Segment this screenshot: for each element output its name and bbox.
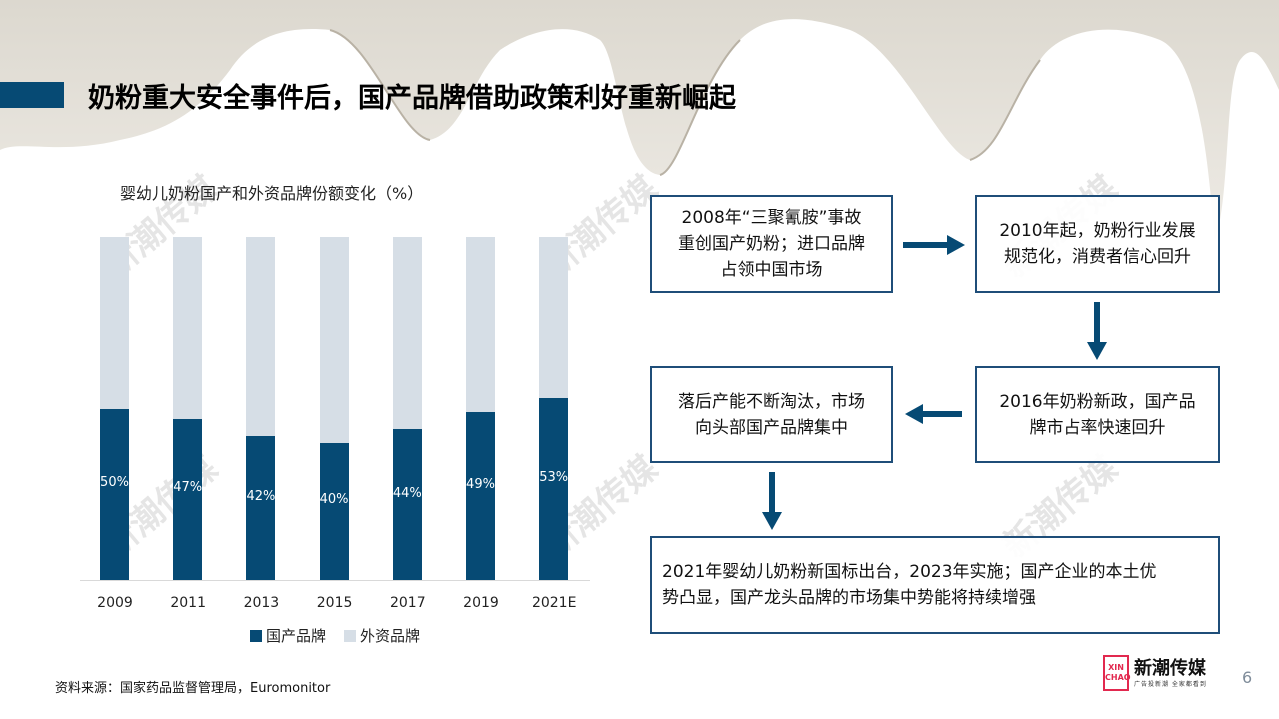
x-tick-label: 2017	[389, 595, 426, 611]
legend-label: 外资品牌	[360, 627, 421, 645]
bar-segment-domestic: 42%	[246, 435, 276, 580]
flow-box-2010: 2010年起，奶粉行业发展 规范化，消费者信心回升	[975, 195, 1220, 293]
data-label: 53%	[539, 470, 569, 486]
plot-area: 50% 47% 42% 40% 44% 49% 53%	[80, 237, 590, 580]
x-tick-label: 2009	[97, 595, 133, 611]
bar-segment-foreign	[392, 237, 422, 430]
arrow-left-icon	[905, 404, 962, 424]
bar-segment-foreign	[173, 237, 203, 419]
legend-item-foreign: 外资品牌	[344, 625, 420, 646]
data-label: 47%	[173, 480, 203, 496]
arrow-down-icon	[762, 472, 782, 530]
logo-badge-text: XIN	[1108, 663, 1124, 672]
milk-drip-background	[0, 0, 1279, 240]
bar-segment-domestic: 47%	[173, 418, 203, 580]
bar-segment-domestic: 53%	[539, 398, 569, 580]
legend-swatch-foreign	[344, 629, 357, 642]
logo-badge-text: CHAO	[1105, 673, 1131, 682]
brand-logo: XIN CHAO 新潮传媒 广告投新潮 全家都看到	[1103, 655, 1207, 691]
flow-box-consolidation: 落后产能不断淘汰，市场 向头部国产品牌集中	[650, 366, 893, 463]
bar-segment-domestic: 50%	[100, 408, 129, 580]
title-accent-bar	[0, 82, 64, 108]
flow-text: 落后产能不断淘汰，市场	[678, 391, 865, 412]
bar-segment-foreign	[319, 237, 349, 443]
flow-text: 势凸显，国产龙头品牌的市场集中势能将持续增强	[662, 588, 1036, 608]
data-label: 50%	[100, 475, 129, 491]
bar-2017: 44%	[392, 237, 422, 580]
source-note: 资料来源：国家药品监督管理局，Euromonitor	[55, 681, 331, 696]
flow-box-2008: 2008年“三聚氰胺”事故 重创国产奶粉；进口品牌 占领中国市场	[650, 195, 893, 293]
flow-text: 规范化，消费者信心回升	[1003, 247, 1191, 267]
bar-segment-domestic: 40%	[319, 442, 349, 580]
legend-swatch-domestic	[250, 629, 262, 642]
flow-box-2016: 2016年奶粉新政，国产品 牌市占率快速回升	[975, 366, 1220, 463]
stacked-bar-chart: 50% 47% 42% 40% 44% 49% 53% 2009 2011 2013 2015 20…	[80, 220, 600, 660]
arrow-right-icon	[903, 235, 965, 255]
flow-box-2021: 2021年婴幼儿奶粉新国标出台，2023年实施；国产企业的本土优 势凸显，国产龙…	[650, 536, 1220, 634]
flow-text: 2010年起，奶粉行业发展	[999, 221, 1196, 241]
bar-2011: 47%	[173, 237, 203, 580]
data-label: 40%	[319, 492, 349, 508]
bar-segment-foreign	[466, 237, 495, 412]
bar-segment-foreign	[100, 237, 129, 409]
logo-name: 新潮传媒	[1134, 657, 1206, 679]
data-label: 42%	[246, 488, 276, 504]
logo-slogan: 广告投新潮 全家都看到	[1134, 680, 1207, 688]
flow-text: 牌市占率快速回升	[1029, 417, 1166, 438]
bar-segment-foreign	[246, 237, 276, 436]
bar-2019: 49%	[466, 237, 495, 580]
flow-text: 占领中国市场	[720, 260, 823, 280]
data-label: 49%	[466, 476, 495, 492]
bar-2015: 40%	[319, 237, 349, 580]
x-tick-label: 2019	[463, 595, 499, 611]
x-tick-label: 2021E	[531, 595, 577, 611]
bar-segment-domestic: 49%	[466, 411, 495, 580]
legend-item-domestic: 国产品牌	[250, 625, 326, 646]
logo-badge-icon: XIN CHAO	[1103, 655, 1131, 691]
x-axis-line	[80, 580, 590, 581]
bar-2013: 42%	[246, 237, 276, 580]
flow-text: 向头部国产品牌集中	[695, 417, 848, 438]
bar-segment-domestic: 44%	[392, 429, 422, 580]
x-tick-label: 2013	[243, 595, 280, 611]
data-label: 44%	[392, 485, 422, 501]
bar-2021E: 53%	[539, 237, 569, 580]
chart-title: 婴幼儿奶粉国产和外资品牌份额变化（%）	[120, 184, 424, 203]
arrow-down-icon	[1087, 302, 1107, 360]
page-title: 奶粉重大安全事件后，国产品牌借助政策利好重新崛起	[88, 83, 736, 114]
x-tick-label: 2015	[316, 595, 353, 611]
page-number: 6	[1242, 668, 1253, 687]
flow-text: 2021年婴幼儿奶粉新国标出台，2023年实施；国产企业的本土优	[662, 562, 1157, 582]
bar-segment-foreign	[539, 237, 569, 399]
flow-text: 2008年“三聚氰胺”事故	[681, 208, 862, 228]
x-tick-label: 2011	[170, 595, 206, 611]
chart-legend: 国产品牌 外资品牌	[250, 625, 420, 646]
legend-label: 国产品牌	[266, 627, 327, 645]
flow-text: 2016年奶粉新政，国产品	[999, 391, 1196, 412]
flow-text: 重创国产奶粉；进口品牌	[678, 234, 865, 254]
bar-2009: 50%	[100, 237, 129, 580]
